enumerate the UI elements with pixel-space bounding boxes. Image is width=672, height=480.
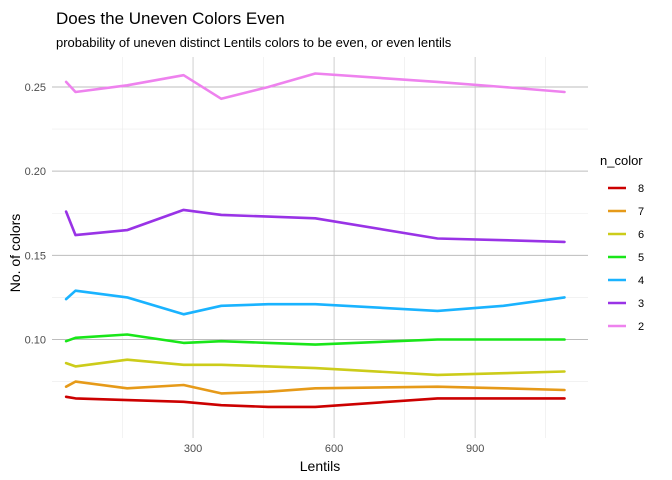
series-line-4	[64, 289, 566, 316]
y-tick-label: 0.15	[25, 250, 46, 262]
series-line-5	[64, 333, 566, 346]
legend-label-4: 4	[638, 275, 644, 287]
series-line-3	[64, 208, 566, 244]
series-line-6	[64, 358, 566, 377]
series-line-2	[64, 72, 566, 101]
x-tick-label: 600	[325, 443, 343, 455]
legend-label-3: 3	[638, 298, 644, 310]
legend-label-8: 8	[638, 183, 644, 195]
y-tick-label: 0.25	[25, 82, 46, 94]
series-lines	[64, 72, 566, 409]
legend-label-5: 5	[638, 252, 644, 264]
legend-label-2: 2	[638, 321, 644, 333]
x-axis-ticks: 300 600 900	[184, 443, 484, 455]
series-line-8	[64, 395, 566, 409]
series-line-7	[64, 380, 566, 395]
y-tick-label: 0.10	[25, 335, 46, 347]
y-tick-label: 0.20	[25, 166, 46, 178]
x-tick-label: 300	[184, 443, 202, 455]
x-axis-title: Lentils	[300, 458, 340, 474]
legend: n_color 8 7 6 5 4 3 2	[600, 153, 644, 333]
grid-lines	[52, 57, 588, 438]
legend-label-7: 7	[638, 206, 644, 218]
legend-label-6: 6	[638, 229, 644, 241]
y-axis-ticks: 0.10 0.15 0.20 0.25	[25, 82, 46, 347]
chart-title: Does the Uneven Colors Even	[56, 9, 285, 28]
y-axis-title: No. of colors	[7, 214, 23, 293]
legend-title: n_color	[600, 153, 643, 168]
chart-subtitle: probability of uneven distinct Lentils c…	[56, 35, 452, 50]
x-tick-label: 900	[466, 443, 484, 455]
